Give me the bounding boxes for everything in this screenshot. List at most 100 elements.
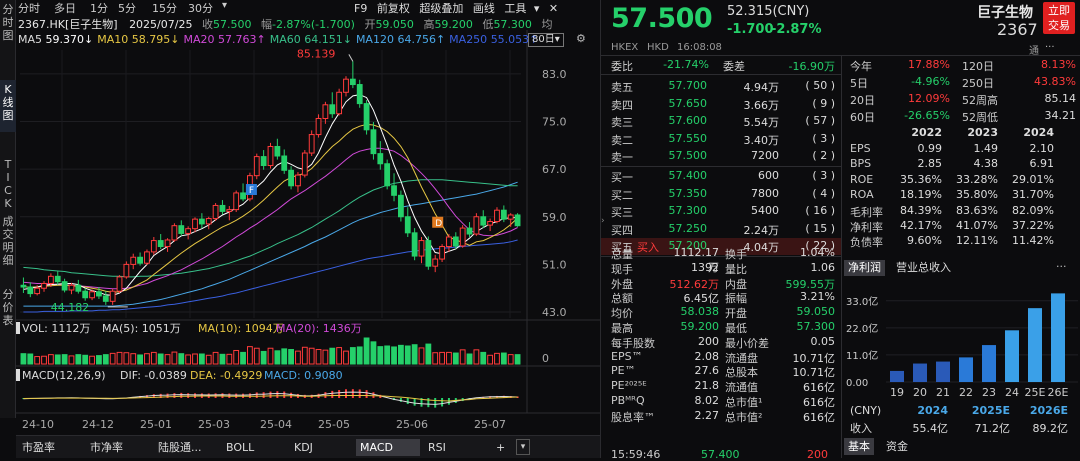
fin-value: 31.70%	[1012, 188, 1054, 202]
net-profit-bar	[1051, 293, 1065, 382]
period-tab-4[interactable]: 15分	[152, 2, 177, 15]
collapse-arrow-icon[interactable]: ›	[601, 216, 605, 226]
event-marker-d[interactable]	[432, 216, 444, 228]
candle-body	[480, 216, 487, 226]
volume-bar	[212, 351, 219, 365]
fin-tab-revenue[interactable]: 营业总收入	[896, 261, 951, 274]
indicator-tab-6[interactable]: RSI	[428, 441, 446, 454]
volume-bar	[123, 352, 130, 365]
vtab-char: 交	[2, 228, 14, 241]
days-select[interactable]: 80日▾	[528, 33, 564, 47]
perf-label: 5日	[850, 77, 868, 90]
open-value: 59.050	[375, 18, 414, 31]
quote-time: 16:08:08	[677, 42, 722, 53]
level-count: ( 9 )	[812, 96, 835, 110]
tab-funds[interactable]: 资金	[886, 440, 908, 453]
period-tab-2[interactable]: 1分	[90, 2, 108, 15]
tab-basic[interactable]: 基本	[844, 438, 874, 455]
low-label: 低	[482, 18, 494, 31]
volume-bar	[192, 353, 198, 365]
macd-legend-marker	[16, 369, 20, 381]
vtab-4[interactable]: 分价表	[0, 285, 16, 337]
bid-row[interactable]: 买五 买入 57.200 4.04万 ( 22 )	[601, 238, 841, 256]
settings-icon[interactable]: ⚙	[576, 32, 586, 45]
buy-in-tag[interactable]: 买入	[637, 241, 659, 255]
ask-row[interactable]: 卖一 57.500 7200 ( 2 )	[601, 148, 841, 165]
indicator-tab-3[interactable]: BOLL	[226, 441, 255, 454]
volume-bar	[349, 347, 356, 365]
volume-bar	[137, 354, 144, 365]
level-price: 57.650	[668, 96, 708, 110]
draw-button[interactable]: 画线	[472, 2, 495, 15]
volume-bar	[329, 347, 336, 365]
ask-row[interactable]: 卖三 57.600 5.54万 ( 57 )	[601, 113, 841, 130]
tools-button[interactable]: 工具	[504, 2, 527, 15]
stat-value: 3.21%	[800, 290, 835, 304]
bid-row[interactable]: 买四 57.250 2.24万 ( 15 )	[601, 221, 841, 238]
ask-row[interactable]: 卖二 57.550 3.40万 ( 3 )	[601, 131, 841, 148]
event-marker-f[interactable]	[245, 184, 257, 195]
change-value: -2.87%(-1.700)	[271, 18, 355, 31]
trade-now-button[interactable]: 立即交易	[1043, 2, 1075, 34]
ask-row[interactable]: 卖四 57.650 3.66万 ( 9 )	[601, 96, 841, 113]
macd-legend-dea: DEA: -0.4929	[190, 369, 262, 382]
fin-label: ROE	[850, 172, 874, 186]
bid-row[interactable]: 买二 57.350 7800 ( 4 )	[601, 186, 841, 203]
period-tab-1[interactable]: 多日	[54, 2, 76, 15]
bid-row[interactable]: 买一 57.400 600 ( 3 )	[601, 168, 841, 185]
volume-bar	[411, 344, 418, 365]
volume-bar	[82, 354, 89, 365]
stat-value: 1.04%	[800, 246, 835, 259]
net-profit-bar	[982, 345, 996, 382]
candle-body	[295, 174, 301, 187]
adjust-button[interactable]: 前复权	[376, 2, 410, 15]
ask-row[interactable]: 卖五 57.700 4.94万 ( 50 )	[601, 78, 841, 95]
more-options-icon[interactable]: ···	[1045, 42, 1055, 53]
chevron-down-icon[interactable]: ▾	[222, 0, 228, 11]
indicator-tab-0[interactable]: 市盈率	[22, 441, 55, 454]
ma-legend-value: 64.151↓	[304, 33, 352, 46]
stat-value: 57.300	[796, 320, 836, 333]
indicator-tab-4[interactable]: KDJ	[294, 441, 313, 454]
candle-body	[404, 216, 411, 234]
period-tab-3[interactable]: 5分	[118, 2, 136, 15]
vtab-3[interactable]: 成交明细	[0, 212, 16, 280]
volume-bar	[247, 346, 253, 365]
close-icon[interactable]: ✕	[548, 2, 559, 15]
indicator-tab-7[interactable]: +	[496, 441, 506, 454]
fin-tab-net-profit[interactable]: 净利润	[844, 260, 885, 276]
kline-chart[interactable]: 83.0 75.0 67.0 59.0 51.0 43.0 85.139 44.182 F D VO…	[16, 0, 600, 435]
vtab-0[interactable]: 分时图	[0, 0, 16, 66]
volume-bar	[164, 354, 171, 365]
perf-value: 8.13%	[1041, 58, 1076, 71]
candle-body	[349, 78, 356, 86]
open-label: 开	[364, 18, 376, 31]
chevron-down-icon[interactable]: ▾	[516, 439, 530, 455]
volume-bar	[41, 355, 47, 365]
period-tab-5[interactable]: 30分	[188, 2, 213, 15]
volume-bar	[391, 346, 397, 365]
candle-body	[315, 117, 322, 136]
vtab-char: I	[6, 171, 10, 184]
indicator-tab-2[interactable]: 陆股通...	[158, 441, 202, 454]
ma250-line	[23, 239, 518, 313]
vtab-char: C	[4, 184, 12, 197]
ma-legend-value: 58.795↓	[131, 33, 180, 46]
perf-value: 85.14	[1044, 92, 1077, 105]
f9-button[interactable]: F9	[354, 2, 368, 15]
bid-row[interactable]: 买三 57.300 5400 ( 16 )	[601, 203, 841, 220]
volume-bar	[144, 353, 150, 365]
indicator-tab-5[interactable]: MACD	[356, 439, 420, 456]
candle-body	[343, 78, 349, 93]
indicator-tab-1[interactable]: 市净率	[90, 441, 123, 454]
chevron-down-icon[interactable]: ▾	[533, 2, 540, 15]
level-qty: 7200	[751, 149, 779, 163]
candle-body	[123, 263, 130, 278]
fin-value: 6.91	[1029, 157, 1055, 171]
period-tab-0[interactable]: 分时	[18, 2, 40, 15]
more-options-icon[interactable]: ···	[1056, 260, 1067, 273]
vtab-char: 时	[2, 16, 14, 29]
overlay-button[interactable]: 超级叠加	[419, 2, 464, 15]
